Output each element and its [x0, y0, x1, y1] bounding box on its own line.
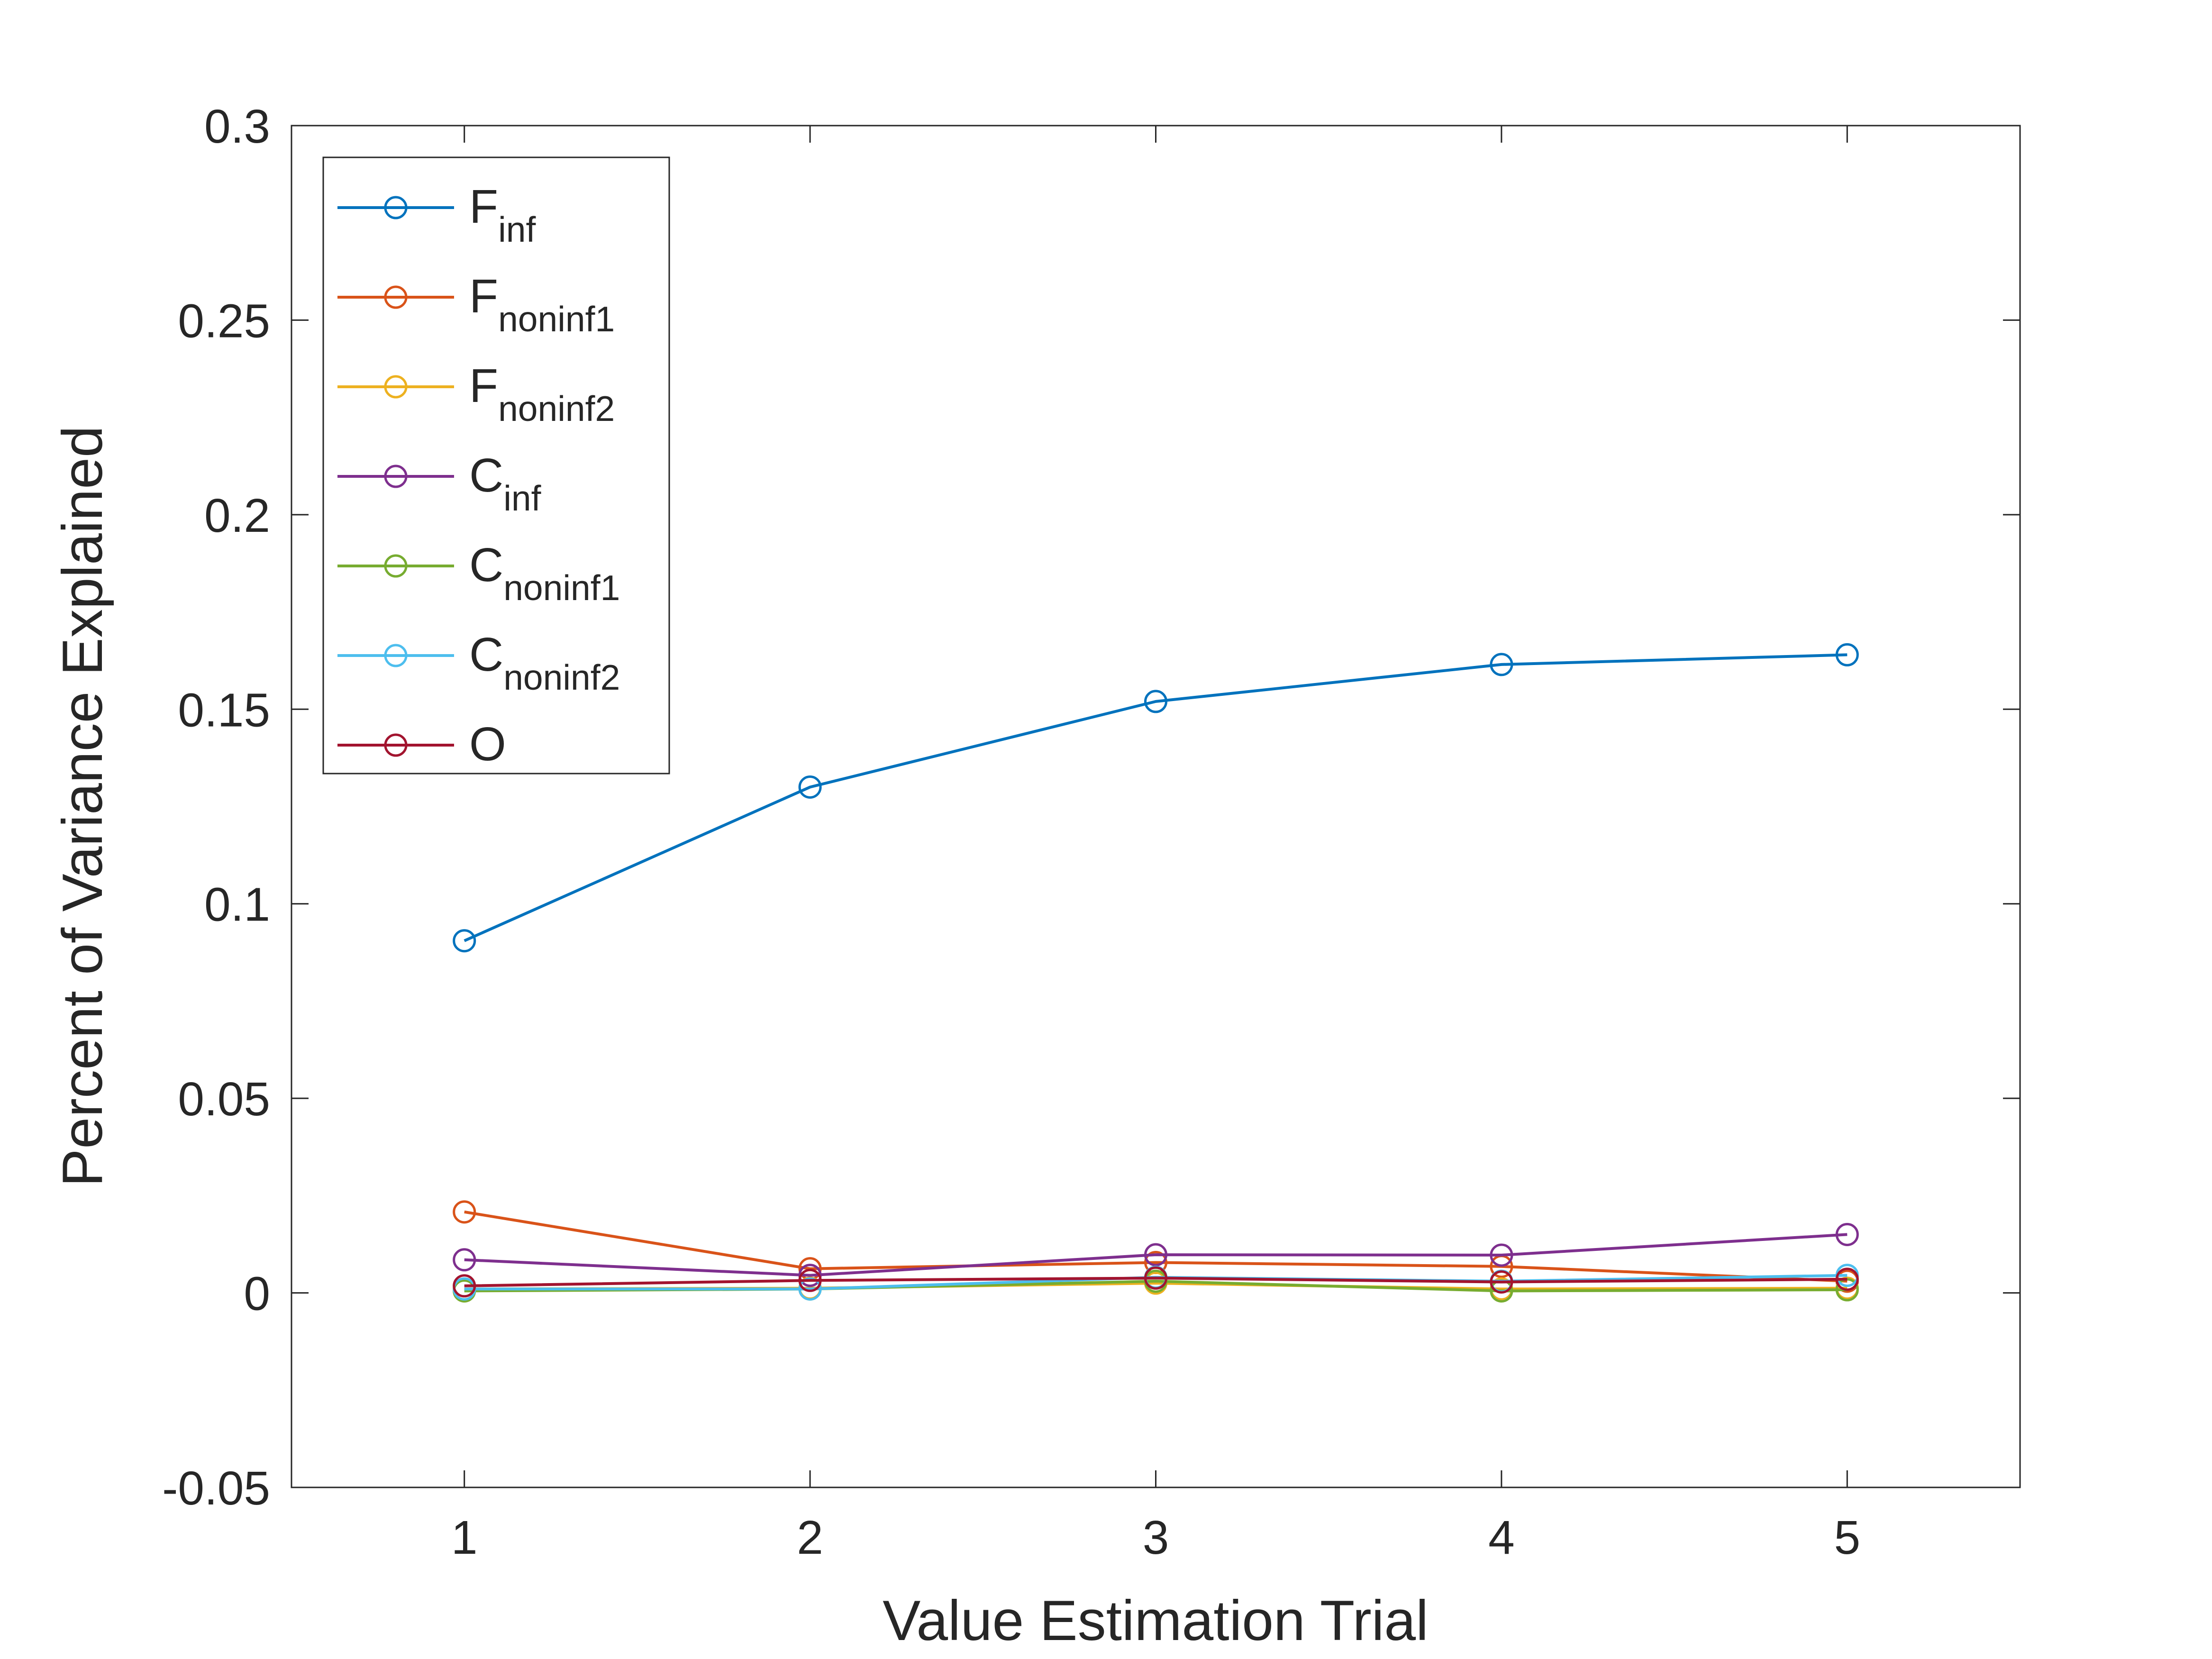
x-tick-label: 2	[797, 1511, 823, 1564]
legend-label-subscript: noninf1	[503, 568, 620, 608]
y-tick-label: 0	[244, 1267, 270, 1321]
legend-swatch-marker	[384, 375, 408, 399]
legend-swatch-marker	[384, 285, 408, 309]
legend-label-subscript: noninf2	[498, 389, 615, 428]
legend-label-subscript: inf	[498, 210, 536, 249]
x-tick-label: 3	[1143, 1511, 1169, 1564]
y-tick-label: 0.2	[204, 489, 270, 542]
series-line	[464, 1210, 1848, 1283]
plot-frame	[291, 125, 2021, 1488]
legend-label-subscript: noninf2	[503, 657, 620, 697]
data-point	[453, 929, 476, 953]
series-layer	[453, 643, 1859, 1303]
legend-item: Cinf	[337, 449, 541, 518]
legend-swatch-marker	[384, 465, 408, 488]
data-point	[798, 775, 822, 799]
y-tick-label: 0.1	[204, 878, 270, 931]
y-tick-label: 0.3	[204, 100, 270, 153]
x-tick-label: 1	[451, 1511, 478, 1564]
y-tick-labels: -0.05 0 0.05 0.1 0.15 0.2 0.25 0.3	[162, 100, 270, 1515]
legend-label-subscript: noninf1	[498, 299, 615, 339]
x-tick-label: 4	[1488, 1511, 1515, 1564]
x-tick-label: 5	[1834, 1511, 1860, 1564]
data-point	[1490, 1270, 1513, 1294]
data-point	[453, 1248, 476, 1272]
data-point	[1835, 643, 1859, 666]
legend-swatch-marker	[384, 196, 408, 219]
legend-box	[322, 156, 670, 775]
y-tick-label: 0.25	[178, 294, 270, 347]
series-group	[453, 1266, 1859, 1298]
data-point	[453, 1200, 476, 1224]
legend-label: Cinf	[469, 449, 541, 518]
series-line	[464, 1233, 1848, 1277]
data-point	[453, 1274, 476, 1298]
legend-swatch-marker	[384, 733, 408, 757]
y-tick-label: -0.05	[162, 1462, 270, 1515]
series-line	[464, 1276, 1848, 1287]
data-point	[1144, 690, 1167, 713]
series-group	[453, 1200, 1859, 1293]
legend-swatch-marker	[384, 554, 408, 578]
x-tick-labels: 1 2 3 4 5	[451, 1511, 1860, 1564]
series-group	[453, 643, 1859, 953]
y-tick-label: 0.05	[178, 1073, 270, 1126]
series-line	[464, 653, 1848, 942]
legend-item: O	[337, 718, 506, 771]
data-point	[798, 1277, 822, 1301]
legend-swatch-marker	[384, 644, 408, 667]
x-axis-title: Value Estimation Trial	[883, 1589, 1429, 1652]
y-axis-title: Percent of Variance Explained	[51, 426, 114, 1186]
legend-label: O	[469, 718, 506, 771]
data-point	[798, 1268, 822, 1292]
legend: FinfFnoninf1Fnoninf2CinfCnoninf1Cnoninf2…	[322, 156, 670, 775]
data-point	[1490, 1243, 1513, 1267]
data-point	[1144, 1243, 1167, 1267]
data-point	[1490, 653, 1513, 676]
data-point	[1835, 1267, 1859, 1291]
data-point	[1835, 1222, 1859, 1246]
y-tick-label: 0.15	[178, 684, 270, 737]
legend-label-subscript: inf	[503, 478, 541, 518]
data-point	[1144, 1266, 1167, 1290]
series-group	[453, 1222, 1859, 1287]
